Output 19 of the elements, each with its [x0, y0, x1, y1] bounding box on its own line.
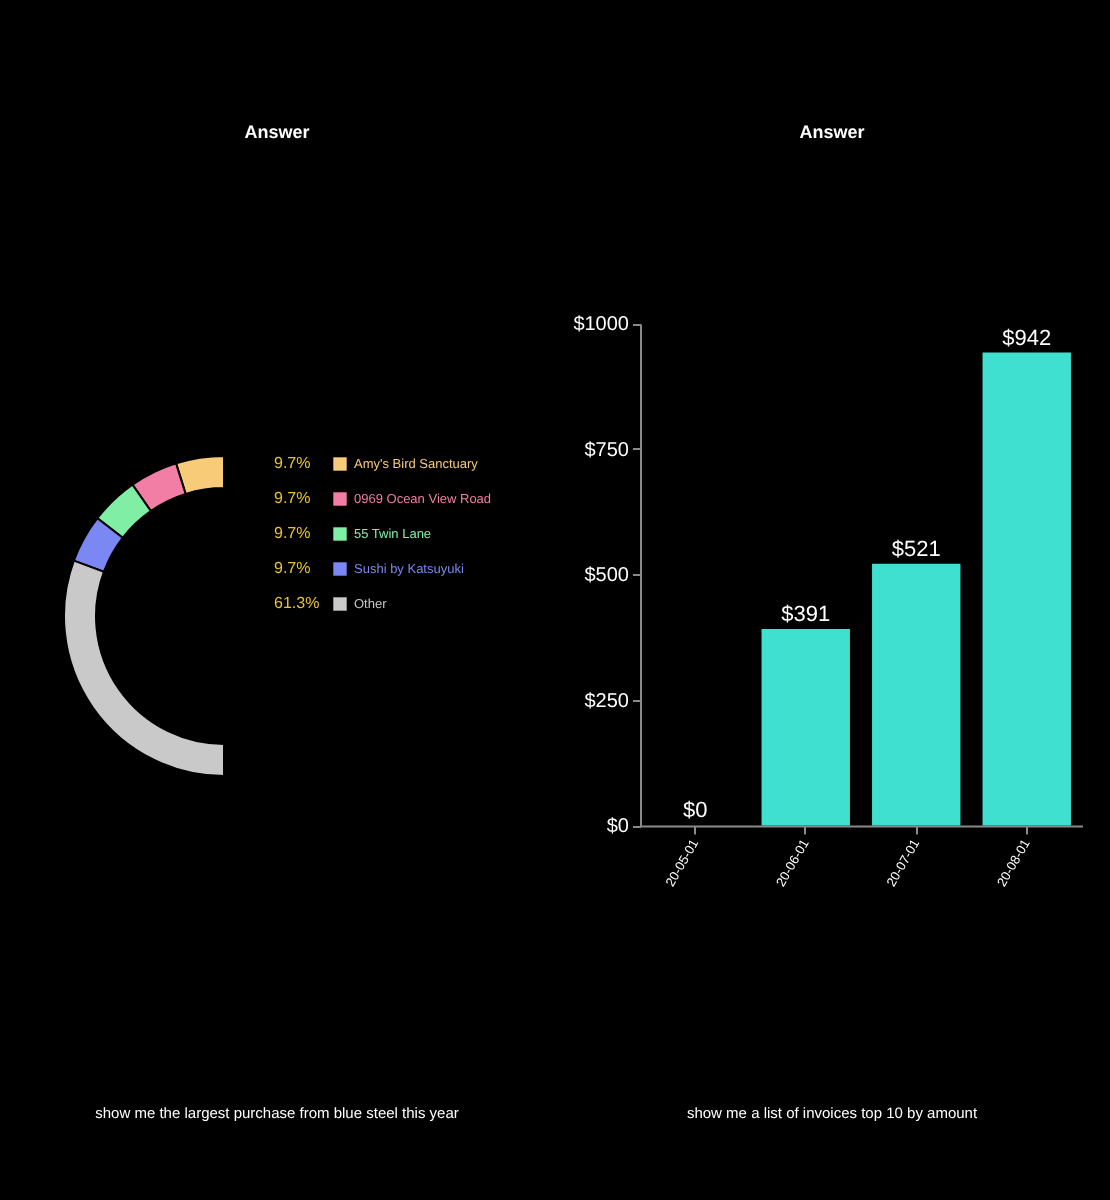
data-label: $521 — [891, 537, 941, 562]
bar — [761, 629, 850, 826]
y-tick-label: $750 — [584, 439, 630, 462]
chart-title: Answer — [799, 122, 866, 142]
y-tick-label: $500 — [584, 565, 630, 588]
data-label: 9.7% — [274, 489, 311, 507]
data-label: 61.3% — [274, 594, 320, 612]
chart-title: Answer — [244, 122, 311, 142]
y-tick-label: $0 — [606, 816, 630, 839]
data-label: 9.7% — [274, 454, 311, 472]
data-label: 9.7% — [274, 559, 311, 577]
bar — [872, 563, 961, 826]
y-tick-label: $250 — [584, 690, 630, 713]
y-tick-label: $1000 — [573, 314, 630, 337]
data-label: $0 — [683, 799, 708, 824]
data-label: 9.7% — [274, 524, 311, 542]
data-label: $391 — [781, 603, 831, 628]
bar — [982, 352, 1071, 826]
data-label: $942 — [1002, 326, 1052, 351]
